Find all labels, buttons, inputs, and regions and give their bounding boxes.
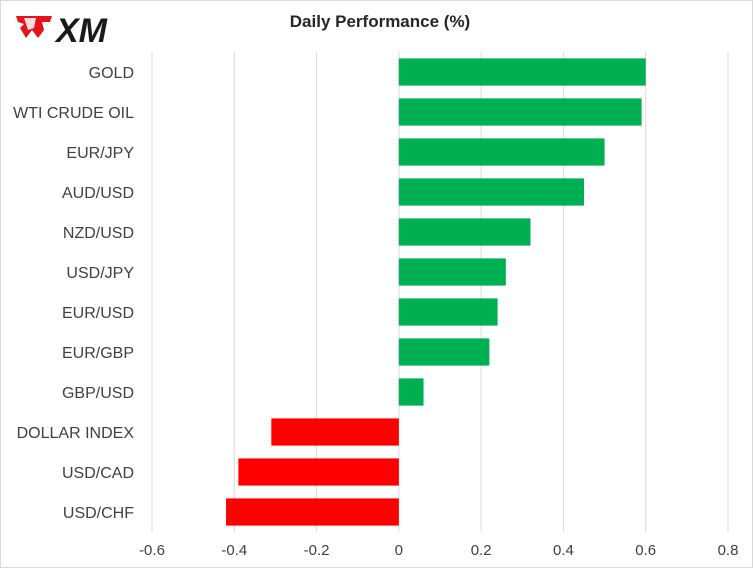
category-label: USD/CHF [63, 505, 134, 522]
category-labels: GOLD WTI CRUDE OIL EUR/JPY AUD/USD NZD/USD US… [13, 65, 134, 522]
bars-group [226, 58, 646, 526]
category-label: AUD/USD [62, 185, 134, 202]
bar-usd-chf [226, 498, 399, 526]
chart-title: Daily Performance (%) [289, 12, 471, 31]
category-label: USD/CAD [62, 465, 134, 482]
x-tick-label: 0.8 [718, 542, 739, 559]
logo-text: XM [54, 12, 108, 50]
bar-usd-jpy [398, 258, 506, 286]
x-tick-label: -0.6 [139, 542, 165, 559]
category-label: EUR/GBP [62, 345, 134, 362]
bar-eur-gbp [398, 338, 490, 366]
bar-dollar-index [271, 418, 399, 446]
x-tick-labels: -0.6 -0.4 -0.2 0 0.2 0.4 0.6 0.8 [139, 542, 738, 559]
category-label: GBP/USD [62, 385, 134, 402]
x-tick-label: 0.6 [635, 542, 656, 559]
bar-usd-cad [238, 458, 399, 486]
category-label: EUR/JPY [66, 145, 134, 162]
bar-wti-crude-oil [398, 98, 642, 126]
bar-eur-usd [398, 298, 498, 326]
x-tick-label: 0.4 [553, 542, 574, 559]
category-label: DOLLAR INDEX [17, 425, 135, 442]
bar-gbp-usd [398, 378, 424, 406]
x-tick-label: -0.4 [221, 542, 247, 559]
x-tick-label: 0.2 [471, 542, 492, 559]
category-label: GOLD [89, 65, 134, 82]
bar-aud-usd [398, 178, 584, 206]
category-label: NZD/USD [63, 225, 134, 242]
bar-eur-jpy [398, 138, 605, 166]
bar-gold [398, 58, 646, 86]
xm-logo: XM [16, 12, 108, 50]
bar-nzd-usd [398, 218, 531, 246]
x-tick-label: 0 [395, 542, 403, 559]
grid-lines [151, 52, 729, 532]
category-label: USD/JPY [66, 265, 134, 282]
bull-logo-icon [16, 16, 52, 38]
category-label: EUR/USD [62, 305, 134, 322]
x-tick-label: -0.2 [304, 542, 330, 559]
category-label: WTI CRUDE OIL [13, 105, 134, 122]
